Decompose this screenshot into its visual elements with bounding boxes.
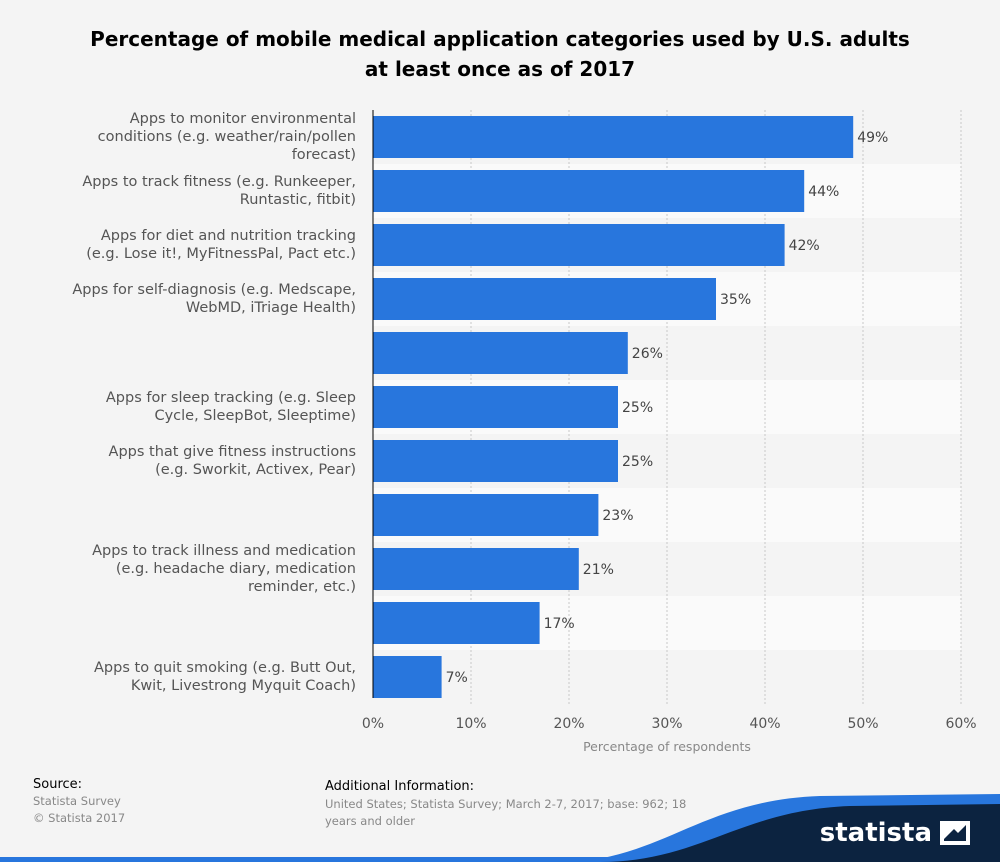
category-label-line: forecast) — [291, 147, 356, 163]
bar — [373, 116, 854, 158]
footer-wave — [0, 794, 1000, 862]
category-label-line: (e.g. headache diary, medication — [115, 561, 356, 577]
category-label-line: Apps for diet and nutrition tracking — [100, 228, 356, 244]
statista-logo[interactable]: statista — [820, 818, 970, 848]
category-label-line: conditions (e.g. weather/rain/pollen — [97, 129, 356, 145]
value-label: 26% — [632, 346, 663, 362]
x-tick-label: 40% — [749, 716, 780, 732]
category-label-line: Apps for sleep tracking (e.g. Sleep — [105, 390, 356, 406]
category-label-line: (e.g. Lose it!, MyFitnessPal, Pact etc.) — [86, 246, 356, 262]
x-axis-label: Percentage of respondents — [583, 739, 751, 754]
x-tick-label: 30% — [651, 716, 682, 732]
value-label: 7% — [446, 670, 468, 686]
category-label: Apps for diet and nutrition tracking (e.g… — [40, 227, 356, 263]
additional-info-text: United States; Statista Survey; March 2-… — [325, 796, 686, 830]
category-label-line: (e.g. Sworkit, Activex, Pear) — [155, 462, 356, 478]
x-tick-label: 0% — [362, 716, 384, 732]
x-tick-label: 60% — [945, 716, 976, 732]
category-label: Apps to quit smoking (e.g. Butt Out, Kwit… — [40, 659, 356, 695]
bar — [373, 332, 628, 374]
x-tick-label: 20% — [553, 716, 584, 732]
bar — [373, 278, 716, 320]
category-label-line: Apps to quit smoking (e.g. Butt Out, — [94, 660, 356, 676]
bar — [373, 386, 618, 428]
value-label: 17% — [544, 616, 575, 632]
category-label-line: WebMD, iTriage Health) — [185, 300, 356, 316]
bar — [373, 494, 599, 536]
bar — [373, 224, 785, 266]
category-label: Apps to track fitness (e.g. Runkeeper, Ru… — [40, 173, 356, 209]
additional-info-line: years and older — [325, 814, 415, 828]
statista-logo-icon — [940, 821, 970, 845]
additional-info-line: United States; Statista Survey; March 2-… — [325, 797, 687, 811]
value-label: 25% — [622, 400, 653, 416]
category-label-line: Cycle, SleepBot, Sleeptime) — [154, 408, 356, 424]
bar — [373, 656, 442, 698]
category-label-line: reminder, etc.) — [247, 579, 356, 595]
source-heading: Source: — [33, 777, 83, 792]
category-label: Apps to track illness and medication (e.g… — [40, 542, 356, 596]
source-line: Statista Survey — [33, 794, 121, 808]
x-tick-label: 50% — [847, 716, 878, 732]
bar — [373, 170, 805, 212]
category-label-line: Apps to track fitness (e.g. Runkeeper, — [82, 174, 356, 190]
category-label: Apps for sleep tracking (e.g. Sleep Cycle… — [40, 389, 356, 425]
category-label-line: Kwit, Livestrong Myquit Coach) — [130, 678, 356, 694]
bar — [373, 440, 618, 482]
bars — [373, 116, 854, 698]
category-label-line: Apps that give fitness instructions — [108, 444, 356, 460]
value-label: 35% — [720, 292, 751, 308]
x-tick-label: 10% — [455, 716, 486, 732]
category-label-line: Runtastic, fitbit) — [239, 192, 356, 208]
additional-info-heading: Additional Information: — [325, 779, 475, 794]
value-label: 23% — [602, 508, 633, 524]
source-text: Statista Survey © Statista 2017 — [33, 793, 125, 827]
value-label: 42% — [789, 238, 820, 254]
bar — [373, 602, 540, 644]
category-label: Apps that give fitness instructions (e.g.… — [40, 443, 356, 479]
value-labels: 49% 44% 42% 35% 26% 25% 25% 23% 21% 17% 7% — [446, 130, 889, 686]
value-label: 25% — [622, 454, 653, 470]
category-label: Apps for self-diagnosis (e.g. Medscape, W… — [40, 281, 356, 317]
brand-name: statista — [819, 818, 932, 848]
category-label-line: Apps to track illness and medication — [92, 543, 356, 559]
x-tick-labels: 0% 10% 20% 30% 40% 50% 60% — [362, 716, 977, 732]
chart-title: Percentage of mobile medical application… — [90, 27, 910, 81]
category-label-line: Apps to monitor environmental — [129, 111, 356, 127]
source-line: © Statista 2017 — [33, 811, 126, 825]
value-label: 21% — [583, 562, 614, 578]
bar — [373, 548, 579, 590]
value-label: 44% — [808, 184, 839, 200]
value-label: 49% — [857, 130, 888, 146]
category-label-line: Apps for self-diagnosis (e.g. Medscape, — [72, 282, 356, 298]
category-label: Apps to monitor environmental conditions … — [40, 110, 356, 164]
